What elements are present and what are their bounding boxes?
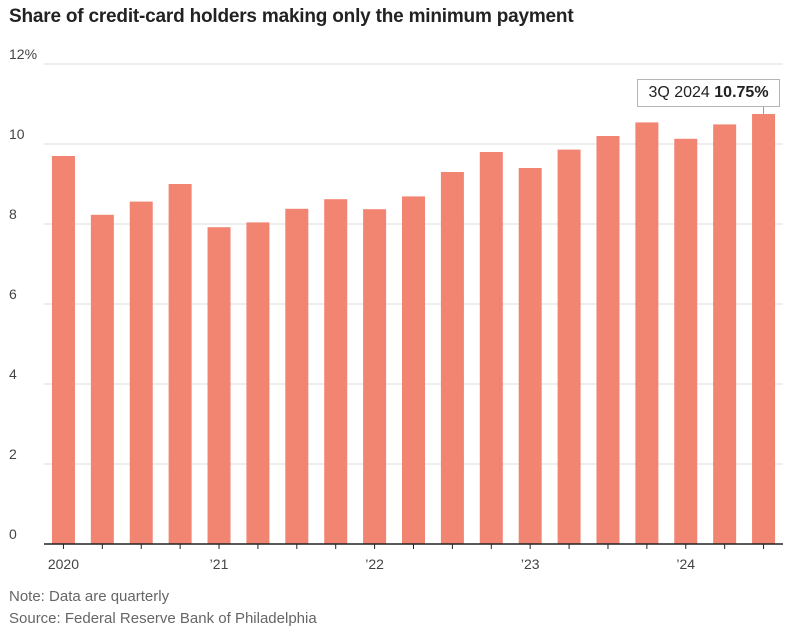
x-tick-label: 2020 (48, 556, 79, 572)
x-tick-label: ’23 (521, 556, 540, 572)
callout-label: 3Q 2024 (648, 84, 710, 101)
bar (674, 138, 698, 545)
y-tick-label: 8 (9, 206, 17, 222)
bar (557, 149, 581, 544)
bars (51, 114, 776, 545)
y-tick-label: 10 (9, 126, 25, 142)
source-text: Source: Federal Reserve Bank of Philadel… (9, 610, 317, 627)
bar (129, 201, 153, 544)
y-tick-label: 4 (9, 366, 17, 382)
bar (752, 114, 776, 544)
bar (518, 168, 542, 544)
bar (207, 227, 231, 544)
bar (363, 209, 387, 544)
bar-chart: 0 2 4 6 8 10 12% 2020 ’21 ’22 ’23 ’24 (9, 46, 783, 572)
note-text: Note: Data are quarterly (9, 588, 170, 605)
bar (402, 196, 425, 544)
y-tick-label: 6 (9, 286, 17, 302)
y-tick-label: 0 (9, 526, 17, 542)
callout-box: 3Q 2024 10.75% (637, 79, 780, 107)
x-tick-label: ’24 (676, 556, 695, 572)
bar (246, 222, 270, 544)
bar (168, 184, 192, 544)
bar (635, 122, 659, 545)
chart-title: Share of credit-card holders making only… (9, 6, 574, 27)
bar (479, 152, 503, 544)
bar (90, 214, 114, 545)
bar (285, 208, 309, 545)
bar (440, 172, 464, 544)
x-axis-tick-labels: 2020 ’21 ’22 ’23 ’24 (48, 544, 765, 572)
bar (51, 156, 75, 544)
x-tick-label: ’21 (210, 556, 229, 572)
bar (713, 124, 737, 545)
bar (596, 136, 620, 544)
callout-value: 10.75% (714, 84, 769, 101)
y-tick-label: 2 (9, 446, 17, 462)
bar (324, 199, 348, 544)
x-tick-label: ’22 (365, 556, 384, 572)
y-axis-tick-labels: 0 2 4 6 8 10 12% (9, 46, 37, 542)
y-tick-label: 12% (9, 46, 37, 62)
